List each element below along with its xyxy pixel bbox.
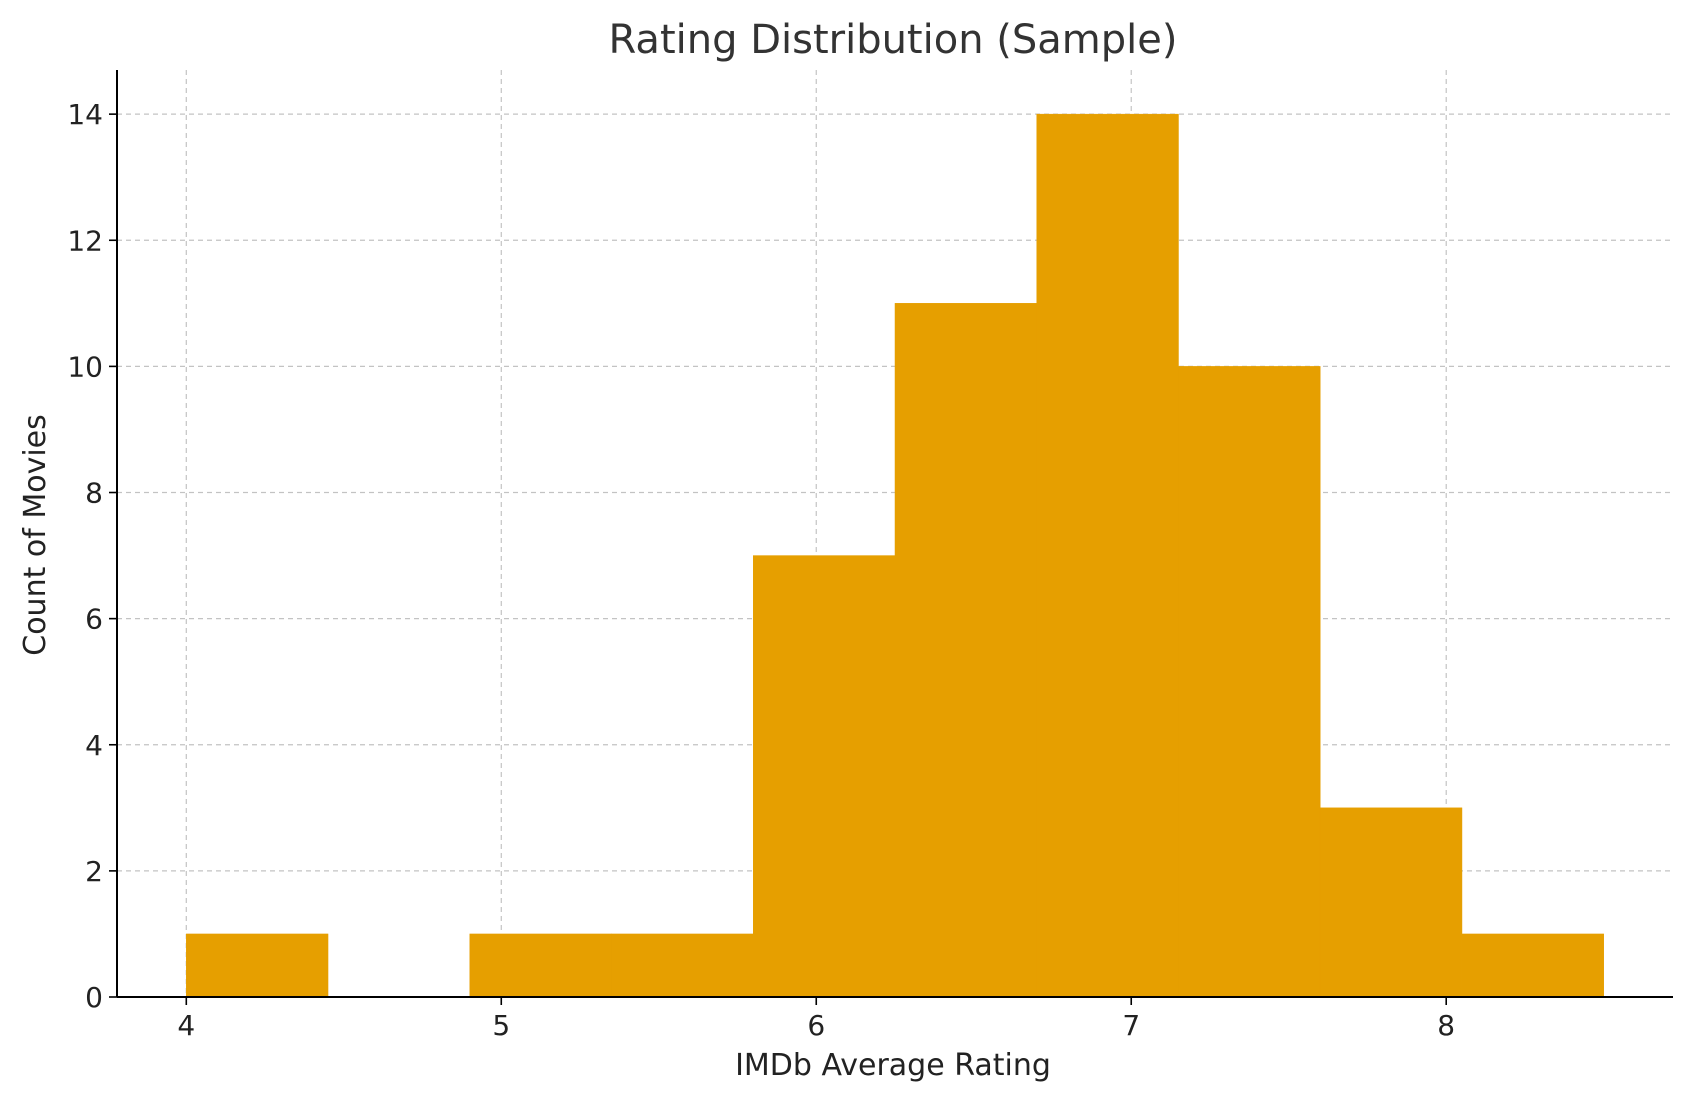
x-tick-label: 5	[492, 1009, 510, 1042]
histogram-bar	[1319, 807, 1463, 998]
x-tick-label: 7	[1122, 1009, 1140, 1042]
histogram-bar	[469, 933, 612, 998]
x-tick-label: 6	[807, 1009, 825, 1042]
y-tick-label: 2	[85, 855, 103, 888]
histogram-bar	[894, 303, 1037, 998]
y-tick-label: 12	[67, 224, 103, 257]
y-tick-label: 10	[67, 350, 103, 383]
x-tick-label: 8	[1437, 1009, 1455, 1042]
y-tick-label: 0	[85, 981, 103, 1014]
y-tick-label: 14	[67, 98, 103, 131]
axes-layer	[116, 70, 1673, 998]
y-axis-title: Count of Movies	[18, 414, 53, 656]
chart-title: Rating Distribution (Sample)	[609, 17, 1178, 63]
histogram-bar	[611, 933, 754, 998]
histogram-bar	[1036, 113, 1179, 998]
histogram-bar	[1178, 366, 1321, 998]
x-axis-title: IMDb Average Rating	[735, 1048, 1051, 1083]
y-tick-label: 8	[85, 477, 103, 510]
y-tick-label: 6	[85, 603, 103, 636]
bars-layer	[186, 113, 1604, 998]
histogram-bar	[1461, 933, 1604, 998]
histogram-bar	[753, 555, 896, 998]
ticks-layer: 4 5 6 7 8 0 2 4 6 8 10 12 14	[67, 98, 1455, 1042]
y-tick-label: 4	[85, 729, 103, 762]
histogram-bar	[186, 933, 329, 998]
x-tick-label: 4	[177, 1009, 195, 1042]
